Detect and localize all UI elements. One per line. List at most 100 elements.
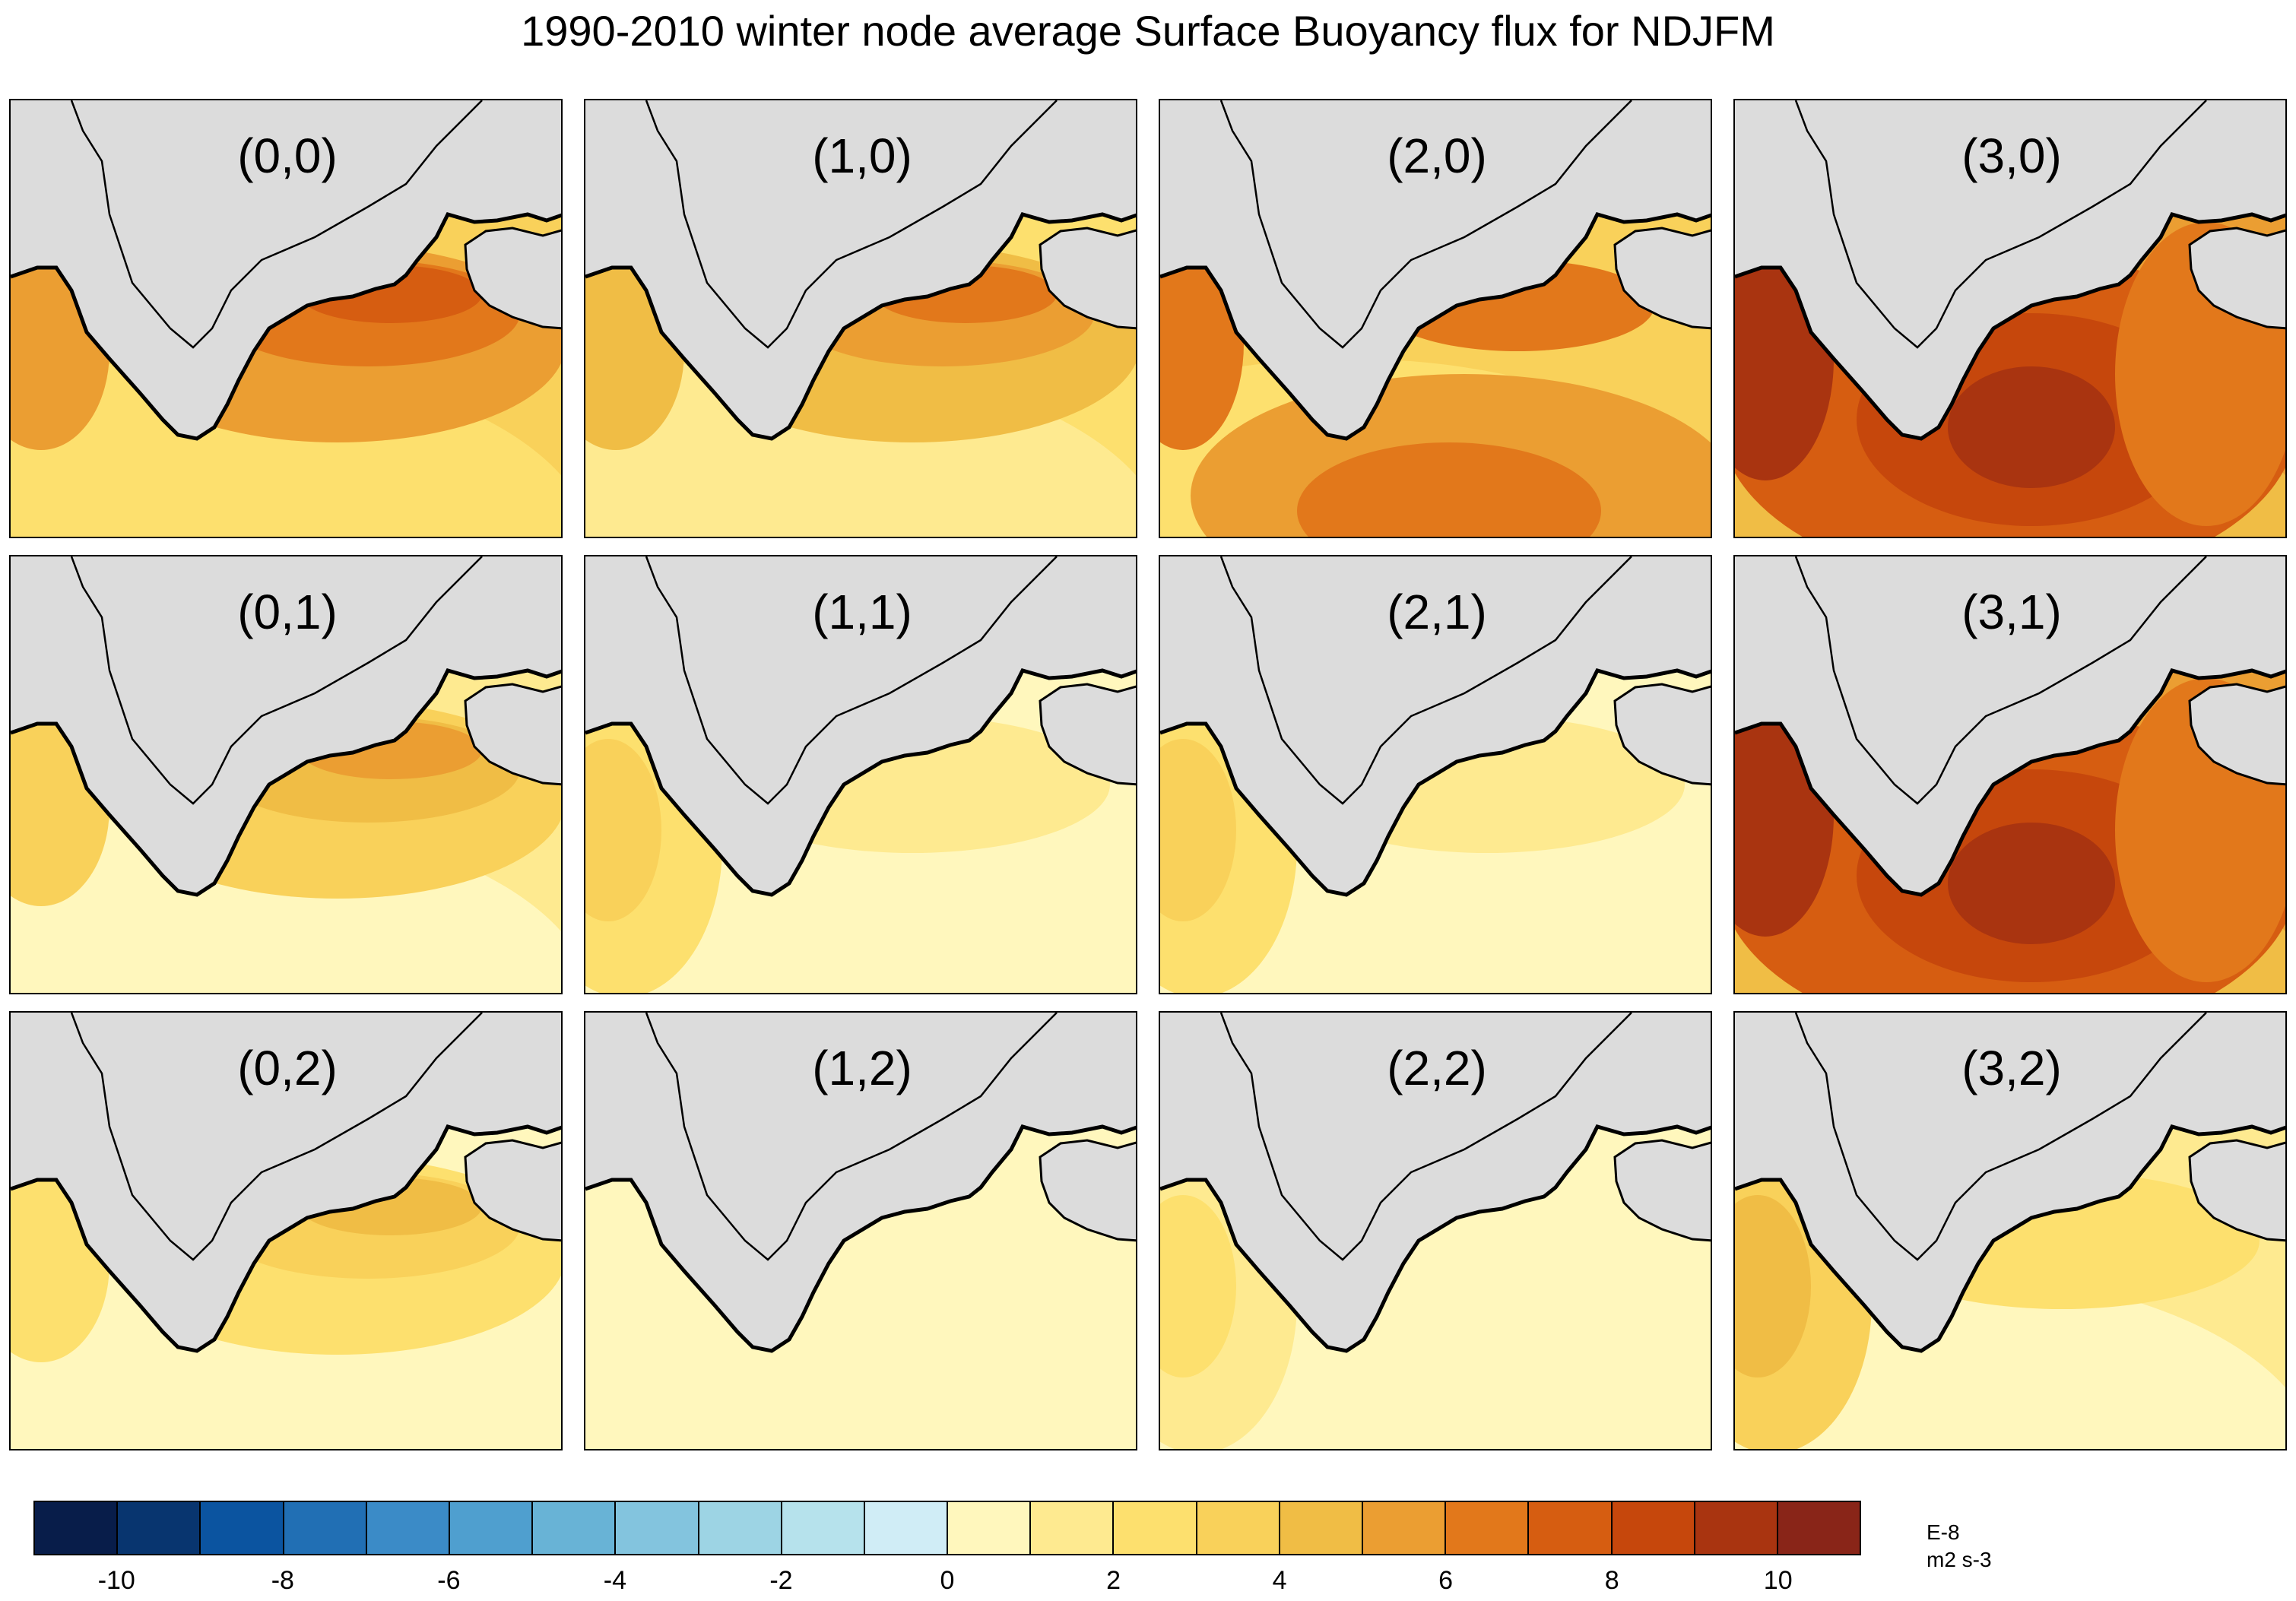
land-greenland: [1160, 1013, 1711, 1351]
land-greenland: [1160, 556, 1711, 895]
coastline: [1160, 1124, 1711, 1353]
land-iceland: [2188, 1139, 2285, 1242]
coastline: [11, 1124, 561, 1353]
colorbar-box: [864, 1502, 949, 1554]
map-panel: (0,1): [9, 555, 563, 994]
land-outline: [1219, 100, 1632, 349]
figure-title: 1990-2010 winter node average Surface Bu…: [521, 7, 1775, 55]
colorbar-tick-label: -2: [769, 1566, 793, 1595]
colorbar-units: m2 s-3: [1927, 1548, 1992, 1571]
colorbar-box: [1777, 1502, 1860, 1554]
panel-label: (2,0): [1387, 128, 1487, 183]
colorbar-tick-label: 10: [1763, 1566, 1793, 1595]
panel-label: (3,0): [1961, 128, 2062, 183]
coastline: [1735, 668, 2285, 897]
colorbar-box: [284, 1502, 367, 1554]
panel-label: (1,1): [812, 585, 912, 639]
panel-label: (0,0): [237, 128, 338, 183]
land-iceland: [464, 227, 561, 330]
map-panel: (3,2): [1733, 1011, 2287, 1450]
colorbar-box: [1363, 1502, 1447, 1554]
map-panel: (2,1): [1159, 555, 1712, 994]
panel-label: (1,2): [812, 1041, 912, 1095]
land-greenland: [1735, 556, 2285, 895]
map-panel: (1,0): [584, 99, 1137, 538]
colorbar-box: [201, 1502, 284, 1554]
map-panel: (2,2): [1159, 1011, 1712, 1450]
land-iceland: [1039, 227, 1136, 330]
flux-contour: [1735, 1195, 1811, 1377]
panel-label: (3,2): [1961, 1041, 2062, 1095]
map-panel: (1,2): [584, 1011, 1137, 1450]
colorbar: [33, 1501, 1861, 1555]
colorbar-box: [616, 1502, 699, 1554]
colorbar-box: [1612, 1502, 1695, 1554]
coastline: [585, 212, 1136, 441]
buoyancy-flux-map: [585, 100, 1136, 537]
colorbar-box: [1529, 1502, 1613, 1554]
map-panel: (3,1): [1733, 555, 2287, 994]
map-panel: (0,2): [9, 1011, 563, 1450]
coastline: [1735, 212, 2285, 441]
map-panel: (2,0): [1159, 99, 1712, 538]
coastline: [11, 668, 561, 897]
coastline: [1160, 212, 1711, 441]
colorbar-box: [1446, 1502, 1530, 1554]
colorbar-tick-label: -6: [437, 1566, 461, 1595]
colorbar-box: [1031, 1502, 1115, 1554]
land-outline: [70, 100, 483, 349]
map-panel: (3,0): [1733, 99, 2287, 538]
land-outline: [70, 1013, 483, 1261]
land-iceland: [1613, 1139, 1711, 1242]
buoyancy-flux-map: [11, 1013, 561, 1449]
buoyancy-flux-map: [585, 556, 1136, 993]
map-panel: (1,1): [584, 555, 1137, 994]
colorbar-tick-label: -10: [97, 1566, 135, 1595]
land-greenland: [11, 1013, 561, 1351]
land-outline: [1794, 556, 2207, 805]
land-outline: [1794, 1013, 2207, 1261]
colorbar-tick-label: 4: [1272, 1566, 1287, 1595]
colorbar-box: [366, 1502, 450, 1554]
buoyancy-flux-map: [11, 556, 561, 993]
colorbar-box: [118, 1502, 201, 1554]
land-outline: [1794, 100, 2207, 349]
land-greenland: [11, 556, 561, 895]
flux-contour: [631, 1309, 996, 1446]
panel-label: (3,1): [1961, 585, 2062, 639]
flux-contour: [1160, 1195, 1236, 1377]
land-iceland: [2188, 227, 2285, 330]
land-iceland: [1039, 1139, 1136, 1242]
buoyancy-flux-map: [1160, 556, 1711, 993]
buoyancy-flux-map: [1160, 100, 1711, 537]
colorbar-tick-label: 8: [1604, 1566, 1619, 1595]
colorbar-box: [449, 1502, 534, 1554]
land-outline: [645, 1013, 1058, 1261]
flux-contour: [1948, 823, 2115, 944]
buoyancy-flux-map: [1735, 1013, 2285, 1449]
colorbar-box: [1280, 1502, 1363, 1554]
colorbar-box: [35, 1502, 119, 1554]
buoyancy-flux-map: [1735, 556, 2285, 993]
land-greenland: [1160, 100, 1711, 439]
panel-label: (2,1): [1387, 585, 1487, 639]
colorbar-tick-label: -4: [603, 1566, 627, 1595]
colorbar-box: [533, 1502, 617, 1554]
flux-contour: [1948, 366, 2115, 488]
land-greenland: [11, 100, 561, 439]
colorbar-units-scale: E-8: [1927, 1520, 1960, 1544]
land-greenland: [1735, 1013, 2285, 1351]
colorbar-box: [948, 1502, 1032, 1554]
colorbar-tick-label: 6: [1438, 1566, 1454, 1595]
land-iceland: [464, 1139, 561, 1242]
land-outline: [70, 556, 483, 805]
coastline: [585, 668, 1136, 897]
land-greenland: [585, 1013, 1136, 1351]
land-iceland: [464, 683, 561, 786]
buoyancy-flux-map: [1160, 1013, 1711, 1449]
buoyancy-flux-map: [11, 100, 561, 537]
coastline: [11, 212, 561, 441]
land-greenland: [585, 556, 1136, 895]
coastline: [1735, 1124, 2285, 1353]
coastline: [1160, 668, 1711, 897]
